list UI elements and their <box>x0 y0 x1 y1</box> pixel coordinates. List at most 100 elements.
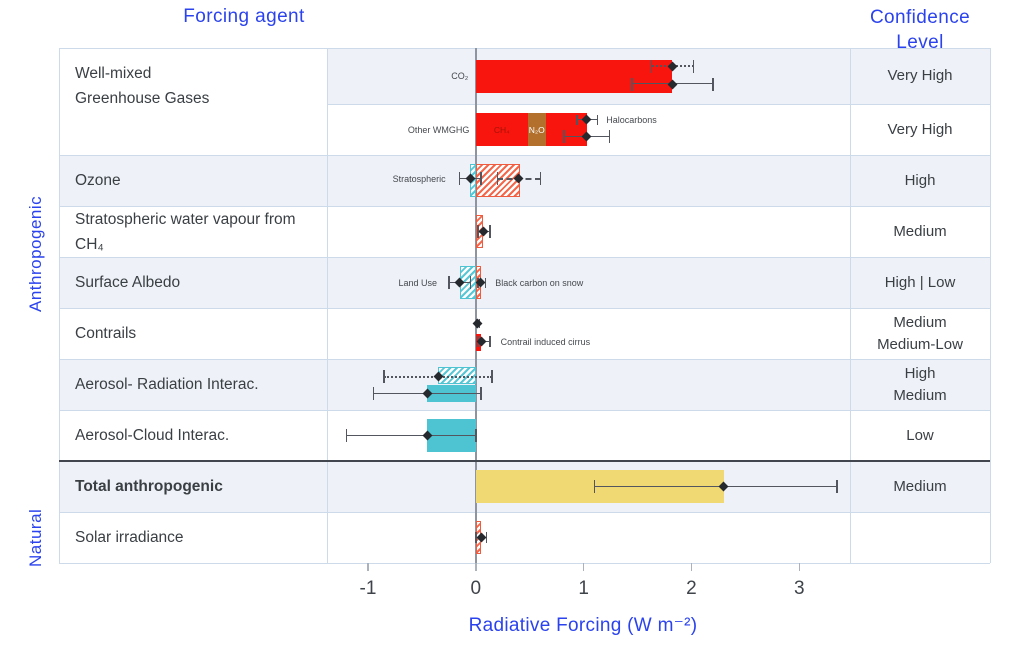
row-background <box>59 155 990 206</box>
error-bar-cap <box>475 532 477 543</box>
bar-left-label: CO₂ <box>451 71 469 81</box>
x-axis-tick-label: 3 <box>794 578 805 599</box>
error-bar-cap <box>448 276 450 289</box>
bar-total-anthropogenic <box>475 470 724 503</box>
bar-annotation: Halocarbons <box>606 114 657 125</box>
agent-cell-text: Aerosol- Radiation Interac. <box>75 376 259 393</box>
bar-aerosol-radiation-interaction <box>427 385 476 402</box>
error-bar-cap <box>383 370 385 383</box>
bar-left-label: Other WMGHG <box>407 124 470 135</box>
error-bar-cap <box>485 532 488 543</box>
bar-left-label: Land Use <box>398 277 437 288</box>
agent-cell-text: Greenhouse Gases <box>75 90 210 107</box>
confidence-cell-aerosol-cloud-interaction: Low <box>850 410 990 461</box>
bar-segment-label: N₂O <box>528 124 545 135</box>
anthropogenic-natural-separator <box>59 460 990 462</box>
confidence-cell-stratospheric-water-vapour: Medium <box>850 206 990 257</box>
error-bar-cap <box>475 429 477 442</box>
error-bar-cap <box>576 114 578 125</box>
error-bar-cap <box>489 225 491 238</box>
error-bar-cap <box>480 387 482 400</box>
x-axis-tick-label: 1 <box>578 578 589 599</box>
row-divider <box>59 359 990 360</box>
column-divider <box>59 48 60 563</box>
row-divider <box>59 206 990 207</box>
confidence-text: High <box>904 364 936 382</box>
agent-cell: Surface Albedo <box>59 257 327 308</box>
agent-cell: Stratospheric water vapour from CH₄ <box>59 206 327 257</box>
table-border-bottom <box>59 563 990 564</box>
x-axis-tick-label: 0 <box>470 578 482 599</box>
bar-annotation: Contrail induced cirrus <box>500 336 591 347</box>
agent-cell-background <box>59 48 327 155</box>
confidence-text: High | Low <box>884 273 956 291</box>
error-bar-cap <box>650 59 653 73</box>
x-axis-tick <box>798 563 801 571</box>
row-divider <box>59 512 990 513</box>
agent-cell-text: Aerosol-Cloud Interac. <box>75 427 230 444</box>
x-axis-title: Radiative Forcing (W m⁻²) <box>468 615 698 636</box>
bar-aerosol-cloud-interaction <box>427 419 476 452</box>
error-bar-line <box>346 434 476 436</box>
agent-cell: Aerosol-Cloud Interac. <box>59 410 327 461</box>
bar-annotation: Black carbon on snow <box>495 277 584 288</box>
confidence-cell-solar-irradiance <box>850 512 990 563</box>
error-bar-cap <box>539 172 542 185</box>
error-bar-cap <box>372 387 375 400</box>
confidence-text: Medium <box>893 313 947 331</box>
agent-cell-text: Ozone <box>75 172 121 189</box>
confidence-cell-total-anthropogenic: Medium <box>850 461 990 512</box>
confidence-cell-contrails: Medium Medium-Low <box>850 308 990 359</box>
error-bar-cap <box>345 429 348 442</box>
error-bar-cap <box>496 172 499 185</box>
confidence-text: Medium <box>893 386 947 404</box>
confidence-text: Very High <box>887 120 953 138</box>
agent-cell: Contrails <box>59 308 327 359</box>
bar-co2 <box>475 59 673 93</box>
error-bar-cap <box>692 59 695 73</box>
error-bar-line <box>594 485 838 487</box>
agent-cell-text: Total anthropogenic <box>75 478 223 495</box>
agent-cell: Total anthropogenic <box>59 461 327 512</box>
bar-other-wmghg <box>475 113 528 146</box>
x-axis-tick-label: -1 <box>359 578 377 599</box>
confidence-cell-co2: Very High <box>850 48 990 104</box>
row-background <box>59 257 990 308</box>
column-divider <box>327 48 328 563</box>
error-bar-cap <box>489 336 491 347</box>
x-axis-tick-label: 2 <box>686 578 697 599</box>
error-bar-cap <box>836 480 838 493</box>
confidence-text: Low <box>906 426 934 444</box>
table-border-top <box>59 48 990 49</box>
error-bar-cap <box>484 277 487 288</box>
confidence-text: Medium <box>893 477 947 495</box>
agent-cell-text: Solar irradiance <box>75 529 184 546</box>
forcing-agent-header: Forcing agent <box>183 6 305 27</box>
error-bar-cap <box>491 370 493 383</box>
error-bar-cap <box>458 172 461 185</box>
confidence-text: Medium-Low <box>877 335 963 353</box>
agent-cell: Aerosol- Radiation Interac. <box>59 359 327 410</box>
x-axis-tick <box>367 563 369 571</box>
row-divider <box>327 104 990 105</box>
agent-cell-text: Well-mixed <box>75 65 152 82</box>
error-bar-cap <box>608 130 611 143</box>
bar-left-label: Stratospheric <box>392 173 446 184</box>
zero-axis-line <box>474 48 477 569</box>
row-divider <box>59 308 990 309</box>
column-divider <box>990 48 991 563</box>
confidence-cell-surface-albedo: High | Low <box>850 257 990 308</box>
confidence-cell-aerosol-radiation-interaction: High Medium <box>850 359 990 410</box>
error-bar-cap <box>480 172 482 185</box>
error-bar-marker <box>472 318 483 329</box>
error-bar-cap <box>596 114 599 125</box>
agent-cell-text: Surface Albedo <box>75 274 181 291</box>
error-bar-cap <box>631 77 633 91</box>
x-axis-tick <box>690 563 693 571</box>
column-divider <box>850 48 851 563</box>
error-bar-cap <box>563 130 566 143</box>
row-divider <box>59 257 990 258</box>
confidence-text: Medium <box>893 222 947 240</box>
